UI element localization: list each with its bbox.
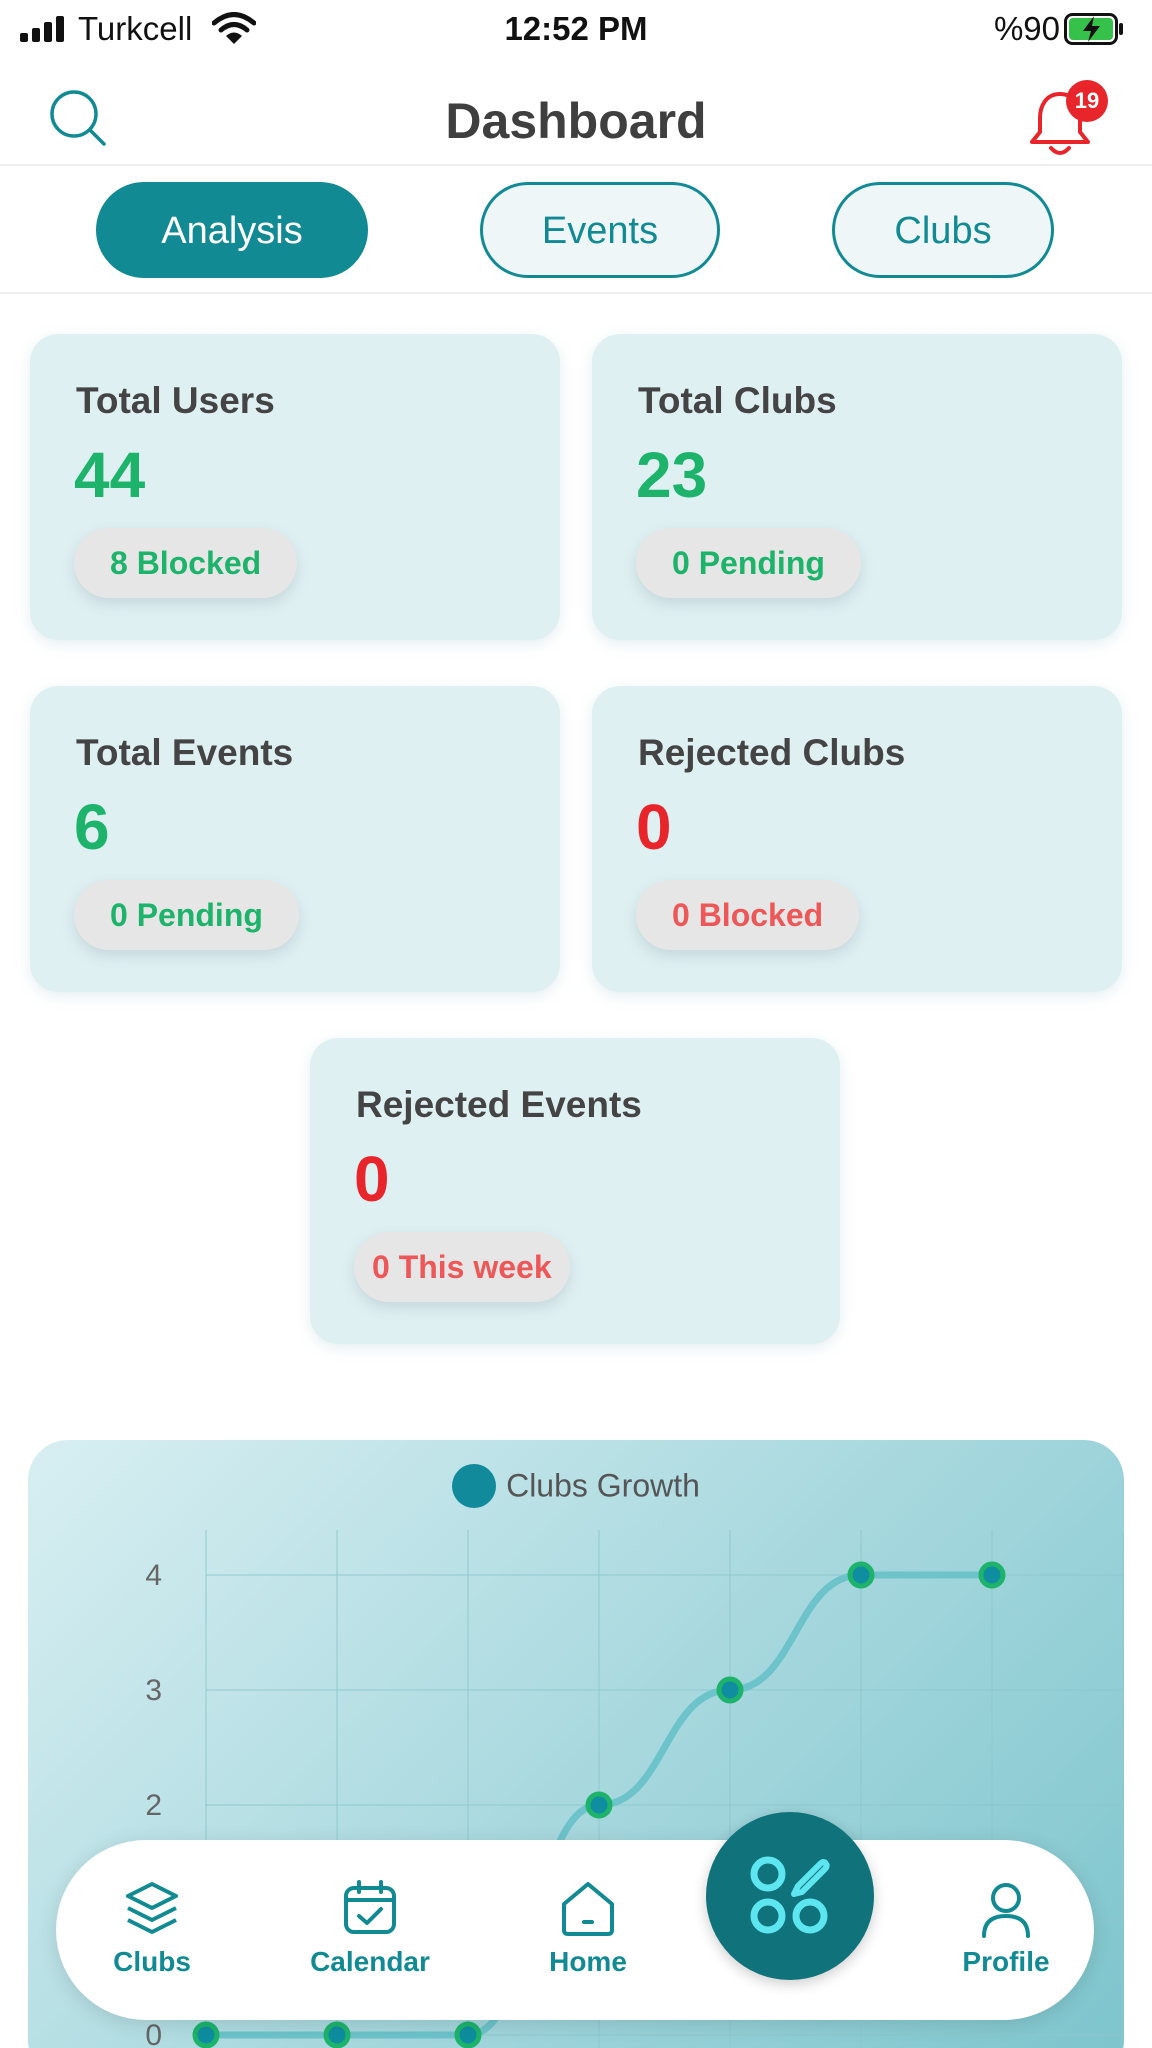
- carrier-name: Turkcell: [78, 10, 193, 47]
- nav-profile[interactable]: Profile: [926, 1878, 1086, 1978]
- nav-label: Clubs: [113, 1946, 191, 1977]
- card-title: Rejected Clubs: [638, 732, 906, 773]
- search-icon[interactable]: [46, 86, 110, 150]
- status-pill: 8 Blocked: [74, 528, 298, 598]
- card-value: 0: [354, 1143, 390, 1215]
- wifi-icon: [212, 12, 256, 44]
- nav-clubs[interactable]: Clubs: [72, 1878, 232, 1978]
- card-title: Total Clubs: [638, 380, 837, 421]
- tab-analysis[interactable]: Analysis: [96, 182, 368, 278]
- status-pill: 0 Blocked: [636, 880, 860, 950]
- data-point[interactable]: [585, 1791, 613, 1819]
- status-bar: Turkcell 12:52 PM %90: [0, 0, 1152, 62]
- notification-badge: 19: [1066, 80, 1108, 122]
- nav-home[interactable]: Home: [508, 1878, 668, 1978]
- tab-events[interactable]: Events: [480, 182, 720, 278]
- clock: 12:52 PM: [504, 10, 648, 47]
- profile-icon: [982, 1883, 1030, 1938]
- card-value: 0: [636, 791, 672, 863]
- data-point[interactable]: [978, 1561, 1006, 1589]
- home-icon: [562, 1882, 614, 1936]
- total-clubs-card[interactable]: Total Clubs 23 0 Pending: [592, 334, 1122, 640]
- bottom-navigation: Clubs Calendar Home Profile: [56, 1840, 1094, 2020]
- tab-bar: Analysis Events Clubs: [0, 166, 1152, 294]
- data-point[interactable]: [323, 2021, 351, 2048]
- page-title: Dashboard: [445, 93, 707, 149]
- data-point[interactable]: [847, 1561, 875, 1589]
- dashboard-fab-button[interactable]: [706, 1812, 874, 1980]
- card-title: Total Events: [76, 732, 294, 773]
- battery-percentage: %90: [993, 10, 1060, 47]
- tab-clubs[interactable]: Clubs: [832, 182, 1054, 278]
- status-pill: 0 Pending: [74, 880, 299, 950]
- y-tick-label: 0: [145, 2019, 162, 2048]
- y-tick-label: 2: [145, 1789, 162, 1822]
- cellular-signal-icon: [20, 16, 66, 42]
- calendar-check-icon: [344, 1880, 396, 1934]
- status-pill: 0 Pending: [636, 528, 861, 598]
- apps-edit-icon: [750, 1856, 830, 1934]
- data-point[interactable]: [716, 1676, 744, 1704]
- card-value: 6: [74, 791, 110, 863]
- status-pill: 0 This week: [354, 1232, 570, 1302]
- chart-legend: Clubs Growth: [28, 1464, 1124, 1508]
- card-value: 23: [636, 439, 708, 511]
- card-title: Total Users: [76, 380, 275, 421]
- nav-label: Profile: [962, 1946, 1050, 1977]
- card-value: 44: [74, 439, 146, 511]
- legend-dot-icon: [452, 1464, 497, 1508]
- data-point[interactable]: [192, 2021, 220, 2048]
- nav-label: Home: [549, 1946, 627, 1977]
- y-tick-label: 4: [145, 1559, 162, 1592]
- battery-charging-icon: [1064, 13, 1123, 45]
- total-users-card[interactable]: Total Users 44 8 Blocked: [30, 334, 560, 640]
- rejected-events-card[interactable]: Rejected Events 0 0 This week: [310, 1038, 840, 1344]
- data-point[interactable]: [454, 2021, 482, 2048]
- rejected-clubs-card[interactable]: Rejected Clubs 0 0 Blocked: [592, 686, 1122, 992]
- app-header: Dashboard 19: [0, 62, 1152, 166]
- y-tick-label: 3: [145, 1674, 162, 1707]
- legend-label: Clubs Growth: [506, 1467, 700, 1504]
- nav-calendar[interactable]: Calendar: [290, 1878, 450, 1978]
- layers-icon: [126, 1882, 178, 1934]
- total-events-card[interactable]: Total Events 6 0 Pending: [30, 686, 560, 992]
- card-title: Rejected Events: [356, 1084, 642, 1125]
- nav-label: Calendar: [310, 1946, 430, 1977]
